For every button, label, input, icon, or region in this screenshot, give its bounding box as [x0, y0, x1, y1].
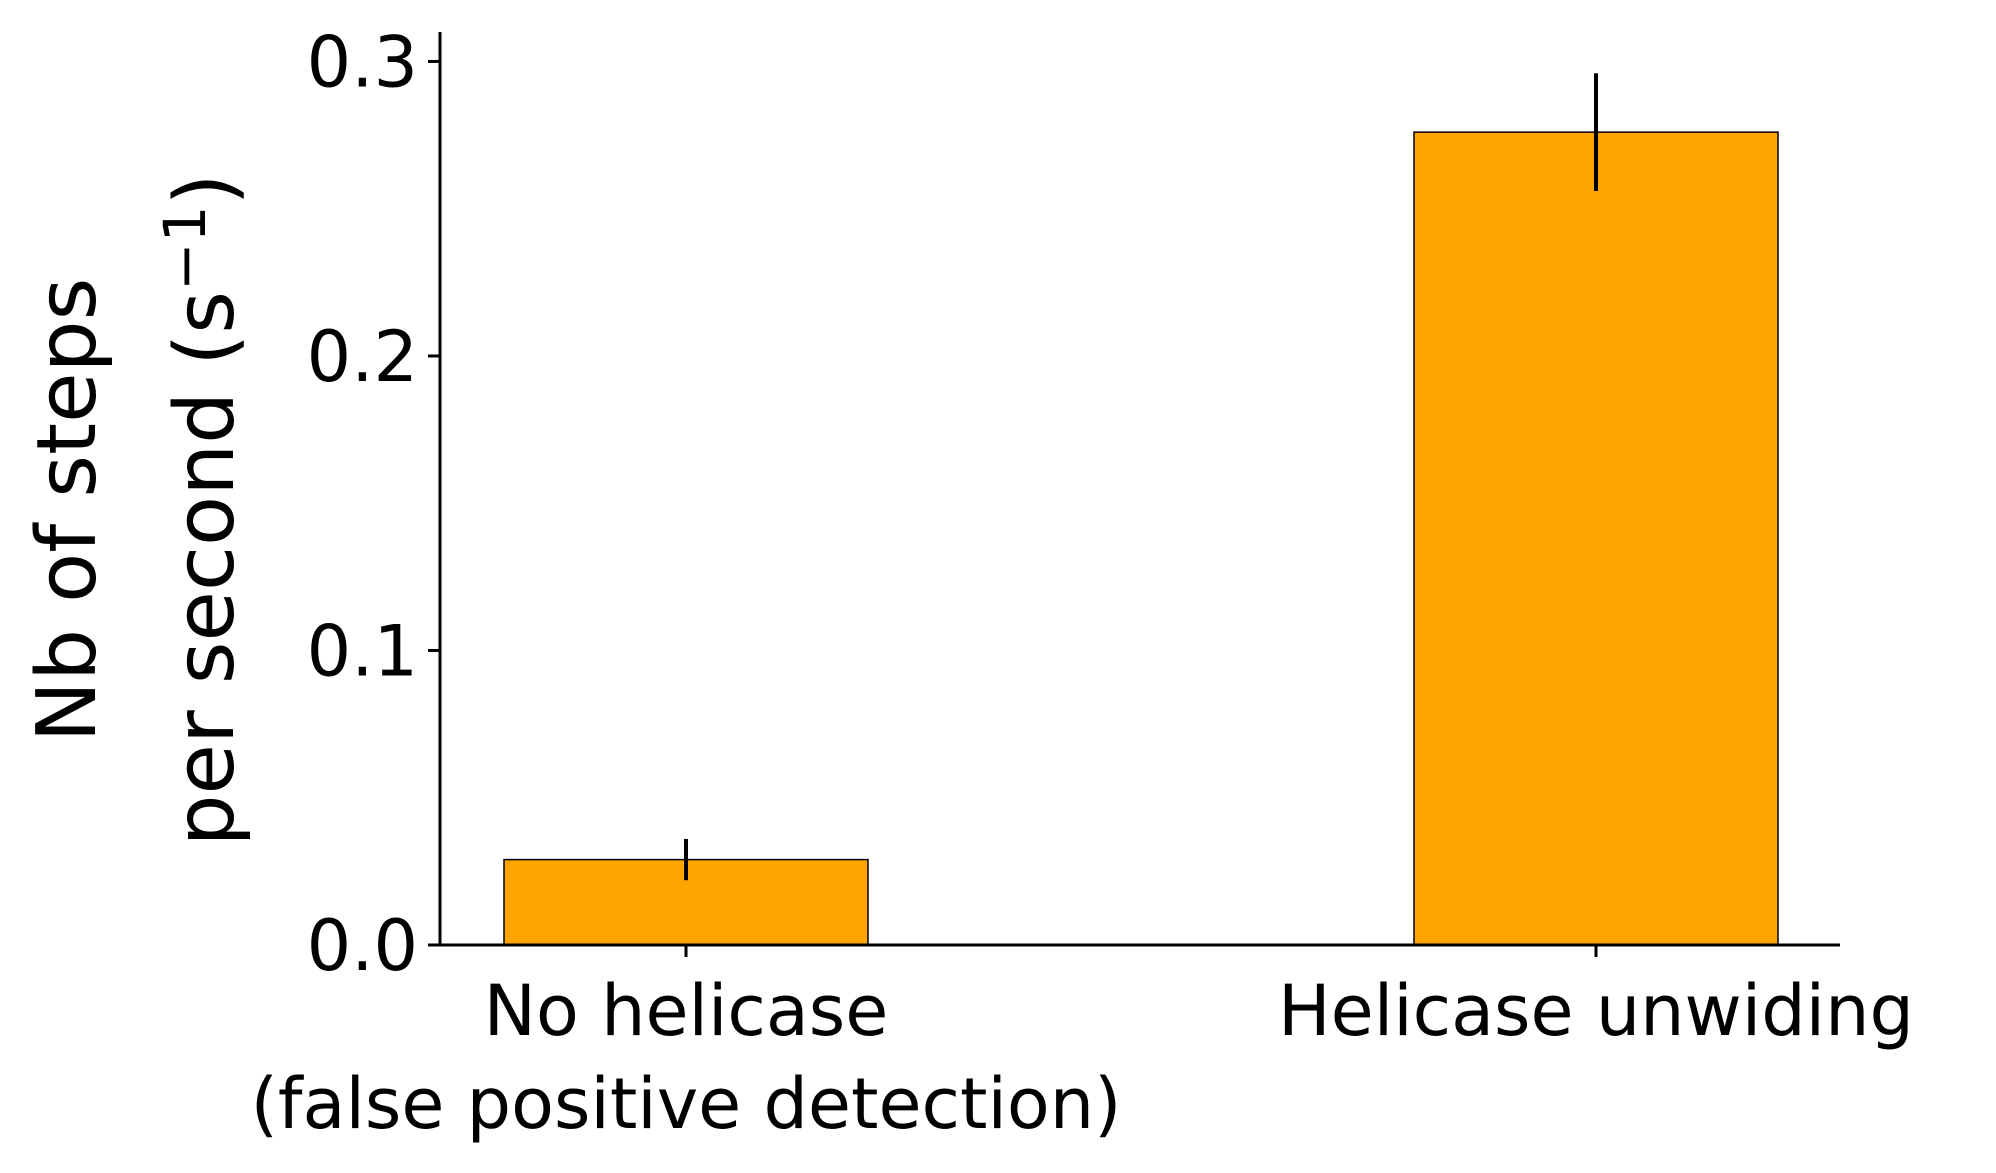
y-axis-ticks: 0.0 0.1 0.2 0.3	[307, 21, 440, 987]
y-tick-label: 0.1	[307, 610, 418, 692]
y-axis-label: Nb of steps per second (s−1)	[20, 173, 253, 846]
y-axis-label-line-1: Nb of steps	[20, 278, 115, 743]
y-axis-label-line-2: per second (s−1)	[151, 173, 253, 846]
error-bars	[684, 73, 1598, 881]
y-tick-label: 0.2	[307, 316, 418, 398]
x-axis-ticks: No helicase (false positive detection) Hel…	[251, 945, 1914, 1145]
x-tick-label: (false positive detection)	[251, 1063, 1122, 1145]
bars	[503, 131, 1779, 946]
x-tick-label: Helicase unwiding	[1278, 970, 1914, 1052]
x-tick-label: No helicase	[484, 970, 889, 1052]
y-tick-label: 0.3	[307, 21, 418, 103]
y-tick-label: 0.0	[307, 905, 418, 987]
bar	[1413, 131, 1779, 946]
